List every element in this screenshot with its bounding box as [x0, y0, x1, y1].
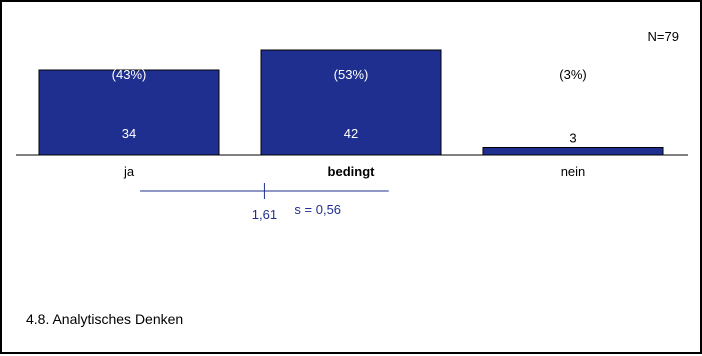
category-label: ja — [123, 164, 135, 179]
bar-percent-label: (43%) — [112, 67, 147, 82]
bar-ja — [38, 69, 220, 156]
category-label: nein — [561, 164, 586, 179]
bars-group: 34 (43%) 42 (53%) 3 (3%) — [38, 49, 664, 156]
chart-title: 4.8. Analytisches Denken — [26, 311, 183, 327]
bar-nein — [482, 147, 664, 156]
bar-bedingt — [260, 49, 442, 156]
bar-percent-label: (3%) — [559, 67, 586, 82]
standard-deviation-label: s = 0,56 — [294, 202, 341, 217]
bar-value-label: 34 — [122, 126, 136, 141]
mean-label: 1,61 — [252, 207, 277, 222]
category-labels: ja bedingt nein — [123, 164, 585, 179]
bar-value-label: 42 — [344, 126, 358, 141]
bar-value-label: 3 — [569, 131, 576, 146]
category-label: bedingt — [328, 164, 376, 179]
sample-size-label: N=79 — [648, 29, 679, 44]
mean-scale: 1,61 s = 0,56 — [140, 183, 389, 222]
bar-percent-label: (53%) — [334, 67, 369, 82]
